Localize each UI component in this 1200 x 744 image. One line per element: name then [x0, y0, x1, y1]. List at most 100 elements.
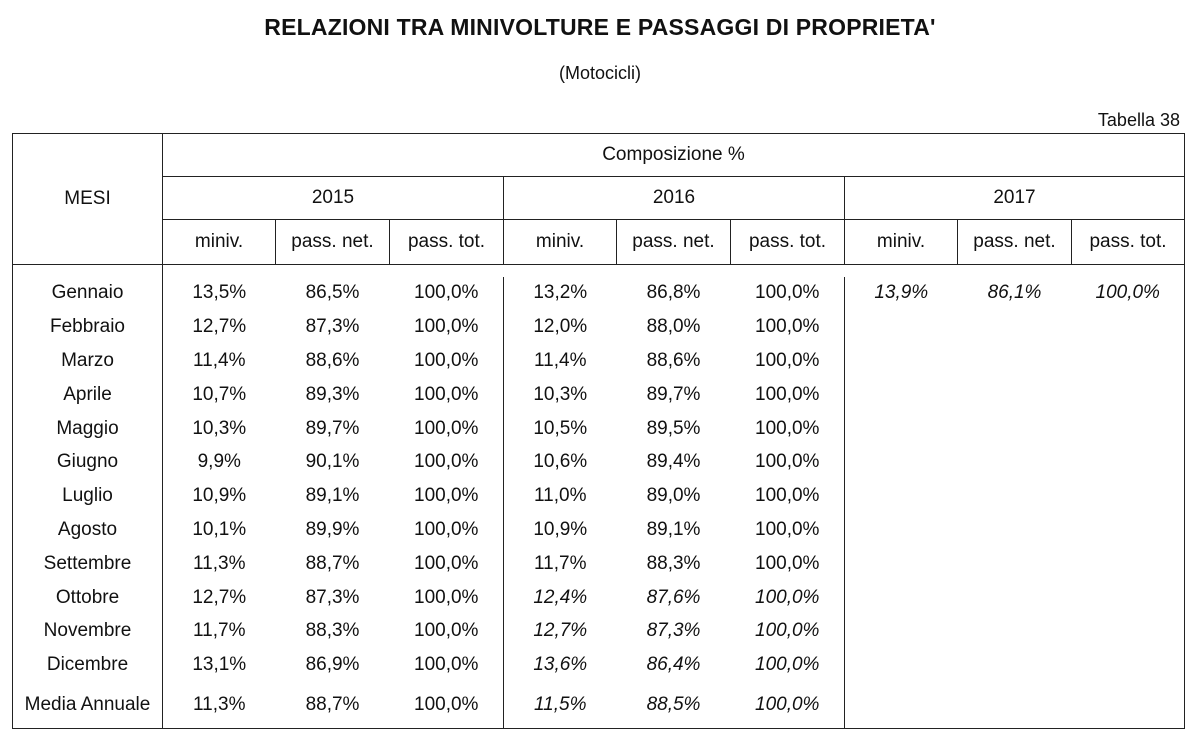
value-cell: 13,9%	[874, 282, 929, 304]
value-cell: 12,4%	[533, 586, 588, 608]
value-cell: 100,0%	[389, 580, 504, 615]
value-cell: 11,4%	[534, 349, 587, 371]
value-cell	[1071, 682, 1185, 730]
table-reference: Tabella 38	[1097, 110, 1180, 130]
value-cell	[958, 445, 1072, 479]
subheader-2016-pass-net: pass. net.	[616, 219, 731, 265]
value-cell: 88,6%	[305, 349, 360, 371]
month-cell: Aprile	[12, 377, 163, 412]
value-cell	[845, 310, 958, 344]
value-cell: 87,3%	[305, 586, 360, 608]
value-cell	[845, 513, 958, 547]
value-cell: 100,0%	[389, 377, 504, 412]
value-cell	[1071, 479, 1185, 514]
value-cell: 13,6%	[533, 654, 588, 676]
value-cell: 11,7%	[534, 552, 587, 574]
month-cell: Ottobre	[12, 580, 163, 615]
value-cell	[958, 513, 1072, 547]
subheader-2017-miniv: miniv.	[844, 219, 958, 265]
value-cell: 10,5%	[533, 417, 588, 439]
month-cell: Maggio	[12, 411, 163, 446]
value-cell	[845, 547, 958, 581]
value-cell: 100,0%	[389, 546, 504, 581]
value-cell: 89,9%	[305, 518, 360, 540]
value-cell: 13,1%	[192, 654, 247, 676]
value-cell: 10,6%	[533, 451, 588, 473]
value-cell	[958, 310, 1072, 344]
value-cell: 100,0%	[1071, 276, 1185, 311]
value-cell: 86,8%	[646, 282, 701, 304]
value-cell	[958, 412, 1072, 446]
value-cell	[845, 445, 958, 479]
value-cell	[958, 479, 1072, 513]
value-cell: 10,3%	[533, 383, 588, 405]
value-cell: 11,0%	[534, 485, 587, 507]
table-row: Ottobre 12,7% 87,3% 100,0% 12,4% 87,6% 100,0%	[12, 580, 1185, 615]
subheader-2016-pass-tot: pass. tot.	[730, 219, 845, 265]
header-year-2017: 2017	[844, 176, 1185, 220]
table-spacer	[12, 264, 1185, 277]
value-cell: 10,1%	[192, 518, 247, 540]
value-cell: 11,5%	[503, 682, 617, 730]
month-cell: Luglio	[12, 479, 163, 514]
value-cell	[845, 378, 958, 412]
month-cell: Dicembre	[12, 648, 163, 683]
value-cell	[845, 614, 958, 648]
value-cell: 86,5%	[305, 282, 360, 304]
month-cell: Novembre	[12, 614, 163, 649]
value-cell: 86,9%	[305, 654, 360, 676]
header-year-2016: 2016	[503, 176, 845, 220]
value-cell	[1071, 377, 1185, 412]
value-cell	[1071, 648, 1185, 683]
value-cell: 100,0%	[730, 648, 845, 683]
value-cell: 100,0%	[389, 513, 504, 547]
subheader-2015-miniv: miniv.	[162, 219, 276, 265]
value-cell	[845, 581, 958, 615]
month-cell: Settembre	[12, 546, 163, 581]
value-cell: 11,3%	[162, 682, 276, 730]
value-cell	[1071, 344, 1185, 378]
value-cell: 88,7%	[305, 552, 360, 574]
value-cell: 100,0%	[730, 344, 845, 378]
value-cell: 100,0%	[389, 682, 504, 730]
value-cell	[1071, 546, 1185, 581]
subheader-2016-miniv: miniv.	[503, 219, 617, 265]
subheader-2017-pass-net: pass. net.	[957, 219, 1072, 265]
value-cell: 12,7%	[192, 316, 247, 338]
value-cell: 89,0%	[646, 485, 701, 507]
value-cell: 87,3%	[305, 316, 360, 338]
subheader-2015-pass-tot: pass. tot.	[389, 219, 504, 265]
value-cell: 87,6%	[646, 586, 701, 608]
table-row: Marzo 11,4% 88,6% 100,0% 11,4% 88,6% 100,0%	[12, 344, 1185, 378]
month-cell: Media Annuale	[12, 682, 163, 730]
table-row: Agosto 10,1% 89,9% 100,0% 10,9% 89,1% 100,0%	[12, 513, 1185, 547]
table-row: Aprile 10,7% 89,3% 100,0% 10,3% 89,7% 100,0%	[12, 377, 1185, 412]
page-subtitle: (Motocicli)	[558, 63, 641, 83]
value-cell: 13,2%	[533, 282, 588, 304]
value-cell	[958, 378, 1072, 412]
value-cell: 89,7%	[305, 417, 360, 439]
table-row: Media Annuale 11,3% 88,7% 100,0% 11,5% 88,5% 1…	[12, 682, 1185, 730]
header-mesi: MESI	[12, 133, 163, 265]
value-cell: 100,0%	[389, 310, 504, 345]
value-cell: 100,0%	[730, 580, 845, 615]
value-cell: 100,0%	[730, 513, 845, 547]
value-cell	[1071, 411, 1185, 446]
value-cell: 100,0%	[730, 682, 845, 730]
value-cell	[845, 479, 958, 513]
value-cell: 100,0%	[730, 479, 845, 514]
value-cell: 100,0%	[389, 479, 504, 514]
value-cell: 88,5%	[616, 682, 731, 730]
value-cell: 88,3%	[305, 620, 360, 642]
value-cell: 100,0%	[730, 310, 845, 345]
table-row: Febbraio 12,7% 87,3% 100,0% 12,0% 88,0% 100,0%	[12, 310, 1185, 345]
month-cell: Giugno	[12, 445, 163, 480]
value-cell	[1071, 580, 1185, 615]
value-cell: 100,0%	[730, 276, 845, 311]
value-cell: 12,7%	[533, 620, 588, 642]
page-title: RELAZIONI TRA MINIVOLTURE E PASSAGGI DI …	[264, 14, 936, 40]
value-cell: 88,3%	[646, 552, 701, 574]
value-cell: 89,7%	[646, 383, 701, 405]
value-cell: 100,0%	[389, 411, 504, 446]
header-year-2015: 2015	[162, 176, 504, 220]
